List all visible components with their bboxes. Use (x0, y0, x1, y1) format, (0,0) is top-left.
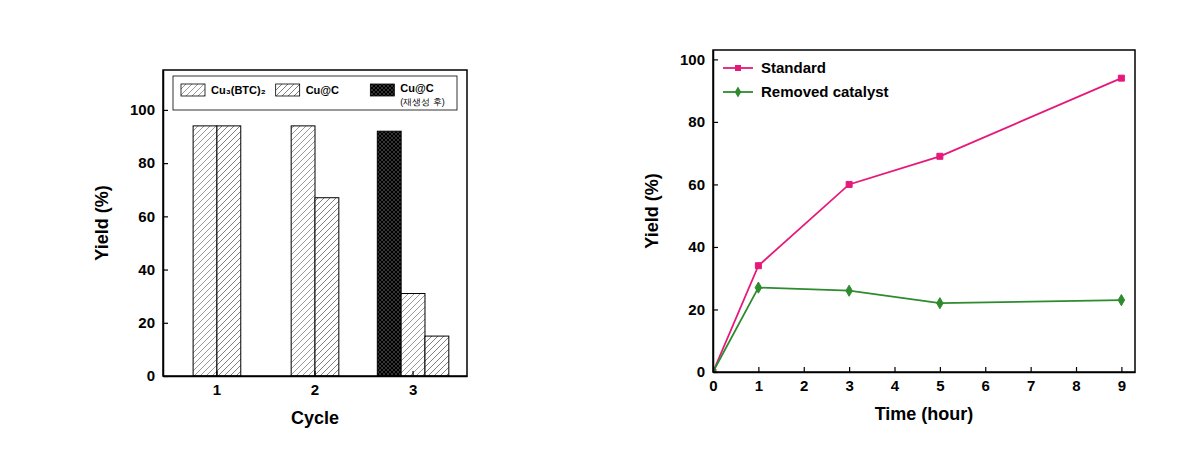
bar (401, 294, 425, 376)
tick: 5 (936, 367, 944, 394)
tick-label: 0 (709, 377, 717, 394)
tick-label: 8 (1072, 377, 1080, 394)
tick: 2 (311, 371, 319, 398)
tick-label: 60 (138, 208, 155, 225)
marker (1118, 75, 1124, 81)
plot-frame (713, 50, 1135, 372)
marker (755, 282, 761, 293)
plot-frame (163, 70, 467, 376)
tick-label: 5 (936, 377, 944, 394)
bars (193, 126, 449, 376)
series-marks (713, 75, 1125, 372)
bar (193, 126, 217, 376)
tick-label: 2 (800, 377, 808, 394)
legend-marker (735, 65, 741, 71)
legend-box (173, 76, 457, 110)
x-axis-title: Cycle (291, 408, 339, 428)
tick-label: 2 (311, 381, 319, 398)
tick-label: 100 (680, 51, 705, 68)
legend: Standard Removed catalyst (723, 59, 889, 100)
bar (377, 131, 401, 376)
bar (425, 336, 449, 376)
legend-swatch (181, 84, 205, 96)
legend-label: Removed catalyst (761, 83, 889, 100)
tick-label: 80 (138, 154, 155, 171)
legend-label: Cu@C(재생성 후) (400, 82, 445, 107)
marker (846, 181, 852, 187)
tick: 1 (755, 367, 763, 394)
tick-label: 60 (688, 176, 705, 193)
tick-label: 6 (982, 377, 990, 394)
tick-label: 20 (688, 301, 705, 318)
bar-chart: 020406080100123CycleYield (%)Cu₃(BTC)₂Cu… (92, 70, 468, 428)
line (713, 288, 1121, 372)
x-axis: 0 1 2 3 4 5 6 7 8 9 (709, 367, 1135, 394)
tick-label: 0 (147, 367, 155, 384)
tick: 6 (982, 367, 990, 394)
marker (937, 153, 943, 159)
legend: Cu₃(BTC)₂ Cu@C Cu@C(재생성 후) (173, 76, 457, 110)
marker (937, 298, 943, 309)
tick-label: 3 (845, 377, 853, 394)
bar (217, 126, 241, 376)
y-axis-title: Yield (%) (642, 173, 662, 248)
legend-label: Cu₃(BTC)₂ (211, 84, 266, 96)
legend-swatch (370, 84, 394, 96)
figure: 020406080100123CycleYield (%)Cu₃(BTC)₂Cu… (0, 0, 1197, 457)
tick-label: 20 (138, 314, 155, 331)
bar (315, 198, 339, 376)
marker (755, 263, 761, 269)
tick-label: 1 (755, 377, 763, 394)
legend-label: Cu@C (306, 84, 339, 96)
line (713, 78, 1121, 372)
tick-label: 9 (1118, 377, 1126, 394)
legend-swatch (276, 84, 300, 96)
tick: 3 (845, 367, 853, 394)
tick: 1 (213, 371, 221, 398)
tick: 2 (800, 367, 808, 394)
tick-label: 4 (891, 377, 900, 394)
line-chart: 0 20 40 60 80 100 0 1 2 3 4 5 6 7 8 9 Time (hour) Yield (… (642, 50, 1136, 424)
x-axis-title: Time (hour) (875, 404, 974, 424)
tick: 4 (891, 367, 900, 394)
tick: 7 (1027, 367, 1035, 394)
y-axis-title: Yield (%) (92, 185, 112, 260)
legend-label: Standard (761, 59, 826, 76)
tick-label: 1 (213, 381, 221, 398)
tick-label: 7 (1027, 377, 1035, 394)
tick-label: 3 (409, 381, 417, 398)
tick: 3 (409, 371, 417, 398)
tick-label: 80 (688, 113, 705, 130)
tick-label: 0 (697, 363, 705, 380)
tick: 9 (1118, 367, 1126, 394)
bar (291, 126, 315, 376)
tick-label: 40 (138, 261, 155, 278)
marker (846, 285, 852, 296)
tick: 8 (1072, 367, 1080, 394)
marker (1118, 295, 1124, 306)
tick-label: 40 (688, 238, 705, 255)
x-axis: 1 2 3 (164, 371, 468, 398)
legend-marker (735, 86, 741, 97)
tick-label: 100 (130, 101, 155, 118)
